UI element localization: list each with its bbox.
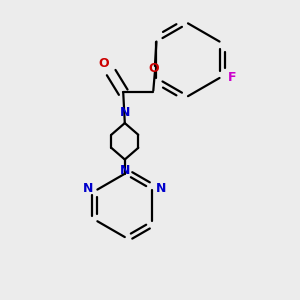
Text: N: N [120, 106, 130, 119]
Text: O: O [98, 57, 109, 70]
Text: N: N [83, 182, 94, 195]
Text: F: F [227, 71, 236, 85]
Text: N: N [120, 164, 130, 177]
Text: O: O [148, 62, 159, 75]
Text: N: N [156, 182, 166, 195]
